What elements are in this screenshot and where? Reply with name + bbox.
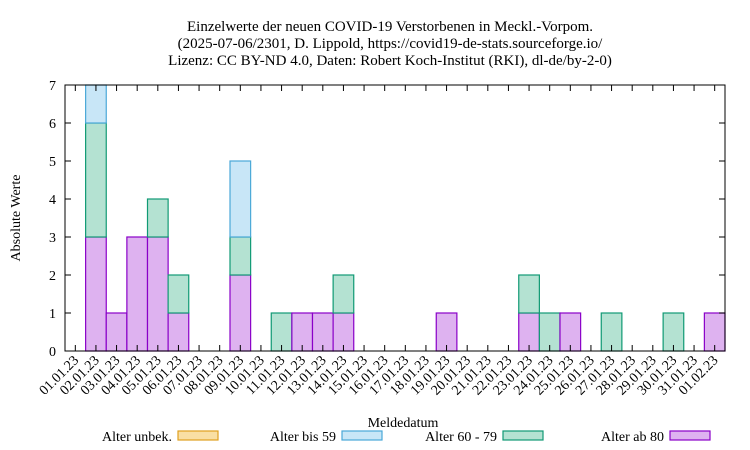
bars-layer [85,84,726,352]
bar-segment-8-3 [229,160,252,238]
bar-segment-1-1 [85,236,107,352]
legend-swatch [502,430,544,441]
bar-segment-4-2 [146,198,169,238]
y-tick-label: 6 [49,117,56,132]
plot-frame [64,84,726,352]
y-tick-label: 7 [49,79,56,94]
y-axis: 0 1 2 3 4 5 6 7 [49,79,725,360]
y-tick-label: 3 [49,231,56,246]
legend-swatch [177,430,219,441]
legend-label: Alter ab 80 [601,430,664,445]
y-tick-label: 2 [49,269,56,284]
x-axis: 01.01.2302.01.2303.01.2304.01.2305.01.23… [37,85,722,398]
y-axis-label: Absolute Werte [9,175,24,262]
title-line-1: Einzelwerte der neuen COVID-19 Verstorbe… [187,19,593,35]
legend-label: Alter unbek. [102,430,172,445]
bar-segment-8-1 [229,274,252,352]
bar-segment-5-2 [167,274,190,314]
legend-label: Alter 60 - 79 [425,430,497,445]
y-tick-label: 1 [49,307,56,322]
y-tick-label: 4 [49,193,56,208]
y-tick-label: 0 [49,345,56,360]
bar-segment-4-1 [146,236,169,352]
title-line-2: (2025-07-06/2301, D. Lippold, https://co… [178,36,603,52]
bar-segment-22-2 [518,274,540,314]
title-line-3: Lizenz: CC BY-ND 4.0, Daten: Robert Koch… [168,53,612,69]
x-axis-label: Meldedatum [368,416,439,431]
legend-swatch [669,430,711,441]
y-tick-label: 5 [49,155,56,170]
bar-segment-3-1 [126,236,149,352]
legend-swatch [341,430,383,441]
bar-segment-8-2 [229,236,252,276]
legend: Alter unbek. Alter bis 59 Alter 60 - 79 Alt… [102,430,711,445]
bar-segment-1-2 [85,122,107,238]
bar-segment-13-2 [332,274,355,314]
legend-label: Alter bis 59 [270,430,336,445]
chart-title: Einzelwerte der neuen COVID-19 Verstorbe… [168,19,612,69]
